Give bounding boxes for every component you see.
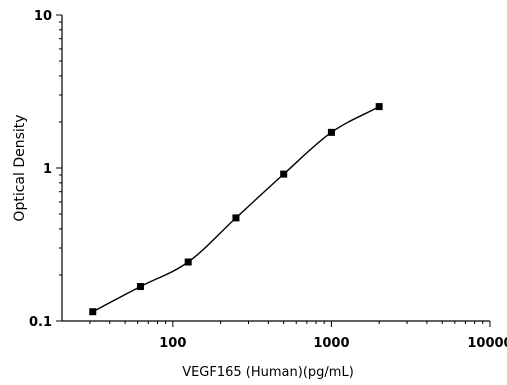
plot-area xyxy=(89,103,383,316)
y-axis-ticks: 0.1 1 10 xyxy=(29,9,62,330)
data-point xyxy=(89,308,97,316)
x-tick-label: 10000 xyxy=(467,336,507,351)
data-point xyxy=(184,258,192,266)
x-tick-label: 100 xyxy=(159,336,186,351)
data-point xyxy=(327,128,335,136)
y-axis: 0.1 1 10 Optical Density xyxy=(12,9,63,330)
data-points xyxy=(89,103,383,316)
x-axis-label: VEGF165 (Human)(pg/mL) xyxy=(182,365,354,380)
x-axis: 100 1000 10000 VEGF165 (Human)(pg/mL) xyxy=(62,320,507,380)
y-axis-label: Optical Density xyxy=(12,114,28,221)
fit-curve xyxy=(92,105,380,313)
y-tick-label: 0.1 xyxy=(29,315,52,330)
x-axis-ticks: 100 1000 10000 xyxy=(89,321,507,351)
data-point xyxy=(280,170,288,178)
data-point xyxy=(136,283,144,291)
data-point xyxy=(232,214,240,222)
y-tick-label: 1 xyxy=(43,162,52,177)
y-tick-label: 10 xyxy=(34,9,52,24)
x-tick-label: 1000 xyxy=(313,336,349,351)
data-point xyxy=(375,103,383,111)
